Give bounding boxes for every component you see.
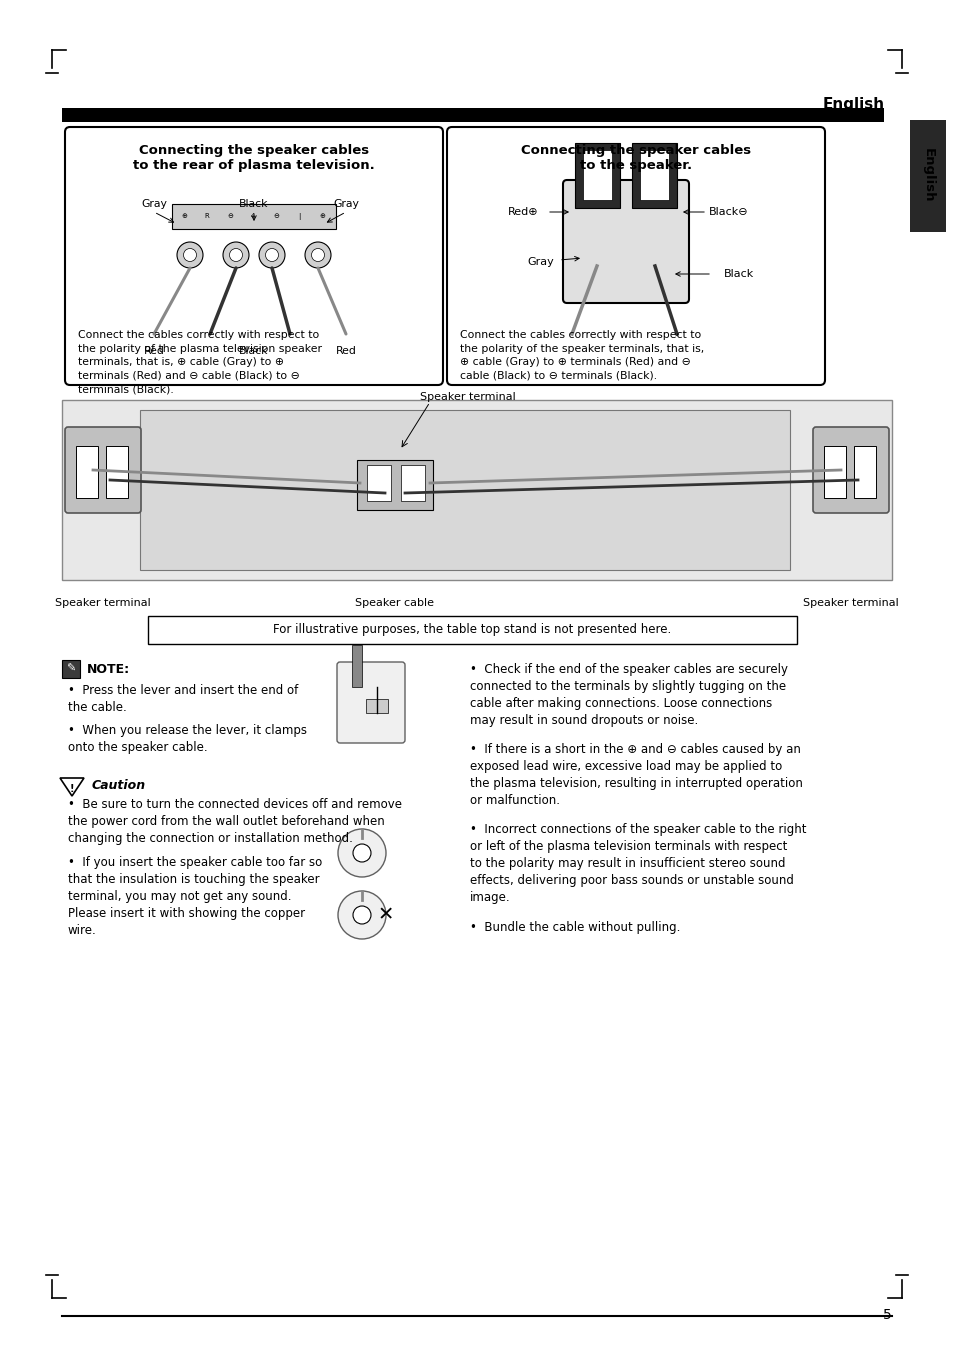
Bar bbox=[356, 459, 433, 509]
Circle shape bbox=[312, 249, 324, 262]
Text: •  If there is a short in the ⊕ and ⊖ cables caused by an
exposed lead wire, exc: • If there is a short in the ⊕ and ⊖ cab… bbox=[470, 743, 802, 807]
Text: |: | bbox=[297, 213, 300, 220]
Bar bbox=[62, 400, 891, 580]
Text: ✎: ✎ bbox=[67, 663, 75, 674]
Bar bbox=[352, 644, 361, 688]
Circle shape bbox=[223, 242, 249, 267]
Bar bbox=[140, 409, 789, 570]
Bar bbox=[909, 120, 945, 232]
Bar bbox=[575, 143, 619, 208]
Text: ⊖: ⊖ bbox=[273, 213, 278, 219]
Text: Speaker terminal: Speaker terminal bbox=[419, 392, 516, 403]
Text: English: English bbox=[822, 97, 884, 112]
Text: For illustrative purposes, the table top stand is not presented here.: For illustrative purposes, the table top… bbox=[273, 624, 670, 636]
Polygon shape bbox=[60, 778, 84, 796]
Text: to the speaker.: to the speaker. bbox=[579, 159, 691, 172]
FancyBboxPatch shape bbox=[447, 127, 824, 385]
Text: •  Incorrect connections of the speaker cable to the right
or left of the plasma: • Incorrect connections of the speaker c… bbox=[470, 823, 805, 904]
Bar bbox=[400, 465, 424, 501]
Text: Speaker terminal: Speaker terminal bbox=[802, 598, 898, 608]
Text: Connecting the speaker cables: Connecting the speaker cables bbox=[520, 145, 750, 157]
Bar bbox=[582, 150, 612, 200]
Text: Black: Black bbox=[723, 269, 753, 280]
Text: Red⊕: Red⊕ bbox=[507, 207, 537, 218]
Circle shape bbox=[258, 242, 285, 267]
Text: 4: 4 bbox=[251, 213, 254, 219]
Bar bbox=[76, 446, 98, 499]
Bar bbox=[62, 661, 80, 678]
Text: •  When you release the lever, it clamps
onto the speaker cable.: • When you release the lever, it clamps … bbox=[68, 724, 307, 754]
Bar bbox=[172, 204, 335, 230]
Text: Black⊖: Black⊖ bbox=[708, 207, 748, 218]
Text: •  If you insert the speaker cable too far so
that the insulation is touching th: • If you insert the speaker cable too fa… bbox=[68, 857, 322, 938]
Text: to the rear of plasma television.: to the rear of plasma television. bbox=[133, 159, 375, 172]
Text: Red: Red bbox=[335, 346, 356, 357]
FancyBboxPatch shape bbox=[336, 662, 405, 743]
Text: ⊕: ⊕ bbox=[181, 213, 187, 219]
Bar bbox=[823, 446, 845, 499]
Bar bbox=[639, 150, 668, 200]
Circle shape bbox=[305, 242, 331, 267]
Text: ⊕: ⊕ bbox=[318, 213, 325, 219]
Text: English: English bbox=[921, 147, 934, 203]
Bar bbox=[367, 465, 391, 501]
Text: Speaker terminal: Speaker terminal bbox=[55, 598, 151, 608]
Circle shape bbox=[337, 830, 386, 877]
Text: NOTE:: NOTE: bbox=[87, 663, 130, 676]
Circle shape bbox=[353, 844, 371, 862]
FancyBboxPatch shape bbox=[65, 127, 442, 385]
Text: Connect the cables correctly with respect to
the polarity of the speaker termina: Connect the cables correctly with respec… bbox=[459, 330, 703, 381]
Text: •  Be sure to turn the connected devices off and remove
the power cord from the : • Be sure to turn the connected devices … bbox=[68, 798, 401, 844]
Text: Connecting the speaker cables: Connecting the speaker cables bbox=[139, 145, 369, 157]
Bar bbox=[366, 698, 388, 713]
Text: !: ! bbox=[70, 784, 74, 794]
Text: •  Bundle the cable without pulling.: • Bundle the cable without pulling. bbox=[470, 921, 679, 934]
Text: ✕: ✕ bbox=[377, 905, 394, 924]
Circle shape bbox=[265, 249, 278, 262]
Circle shape bbox=[337, 892, 386, 939]
Text: Gray: Gray bbox=[333, 199, 358, 209]
Text: Gray: Gray bbox=[141, 199, 167, 209]
FancyBboxPatch shape bbox=[812, 427, 888, 513]
Circle shape bbox=[183, 249, 196, 262]
Text: Red: Red bbox=[143, 346, 164, 357]
Text: R: R bbox=[204, 213, 209, 219]
Text: •  Press the lever and insert the end of
the cable.: • Press the lever and insert the end of … bbox=[68, 684, 298, 713]
Circle shape bbox=[353, 907, 371, 924]
Circle shape bbox=[230, 249, 242, 262]
FancyBboxPatch shape bbox=[562, 180, 688, 303]
Circle shape bbox=[177, 242, 203, 267]
Text: Caution: Caution bbox=[91, 780, 146, 792]
Bar bbox=[631, 143, 677, 208]
Text: ⊖: ⊖ bbox=[227, 213, 233, 219]
Text: •  Check if the end of the speaker cables are securely
connected to the terminal: • Check if the end of the speaker cables… bbox=[470, 663, 787, 727]
Text: Black: Black bbox=[239, 346, 269, 357]
FancyBboxPatch shape bbox=[148, 616, 796, 644]
Text: Black: Black bbox=[239, 199, 269, 209]
Bar bbox=[106, 446, 128, 499]
Text: Speaker cable: Speaker cable bbox=[355, 598, 434, 608]
Text: Gray: Gray bbox=[527, 257, 554, 267]
Text: 5: 5 bbox=[882, 1308, 891, 1323]
Bar bbox=[62, 108, 883, 122]
Bar bbox=[853, 446, 875, 499]
FancyBboxPatch shape bbox=[65, 427, 141, 513]
Text: Connect the cables correctly with respect to
the polarity of the plasma televisi: Connect the cables correctly with respec… bbox=[78, 330, 322, 394]
